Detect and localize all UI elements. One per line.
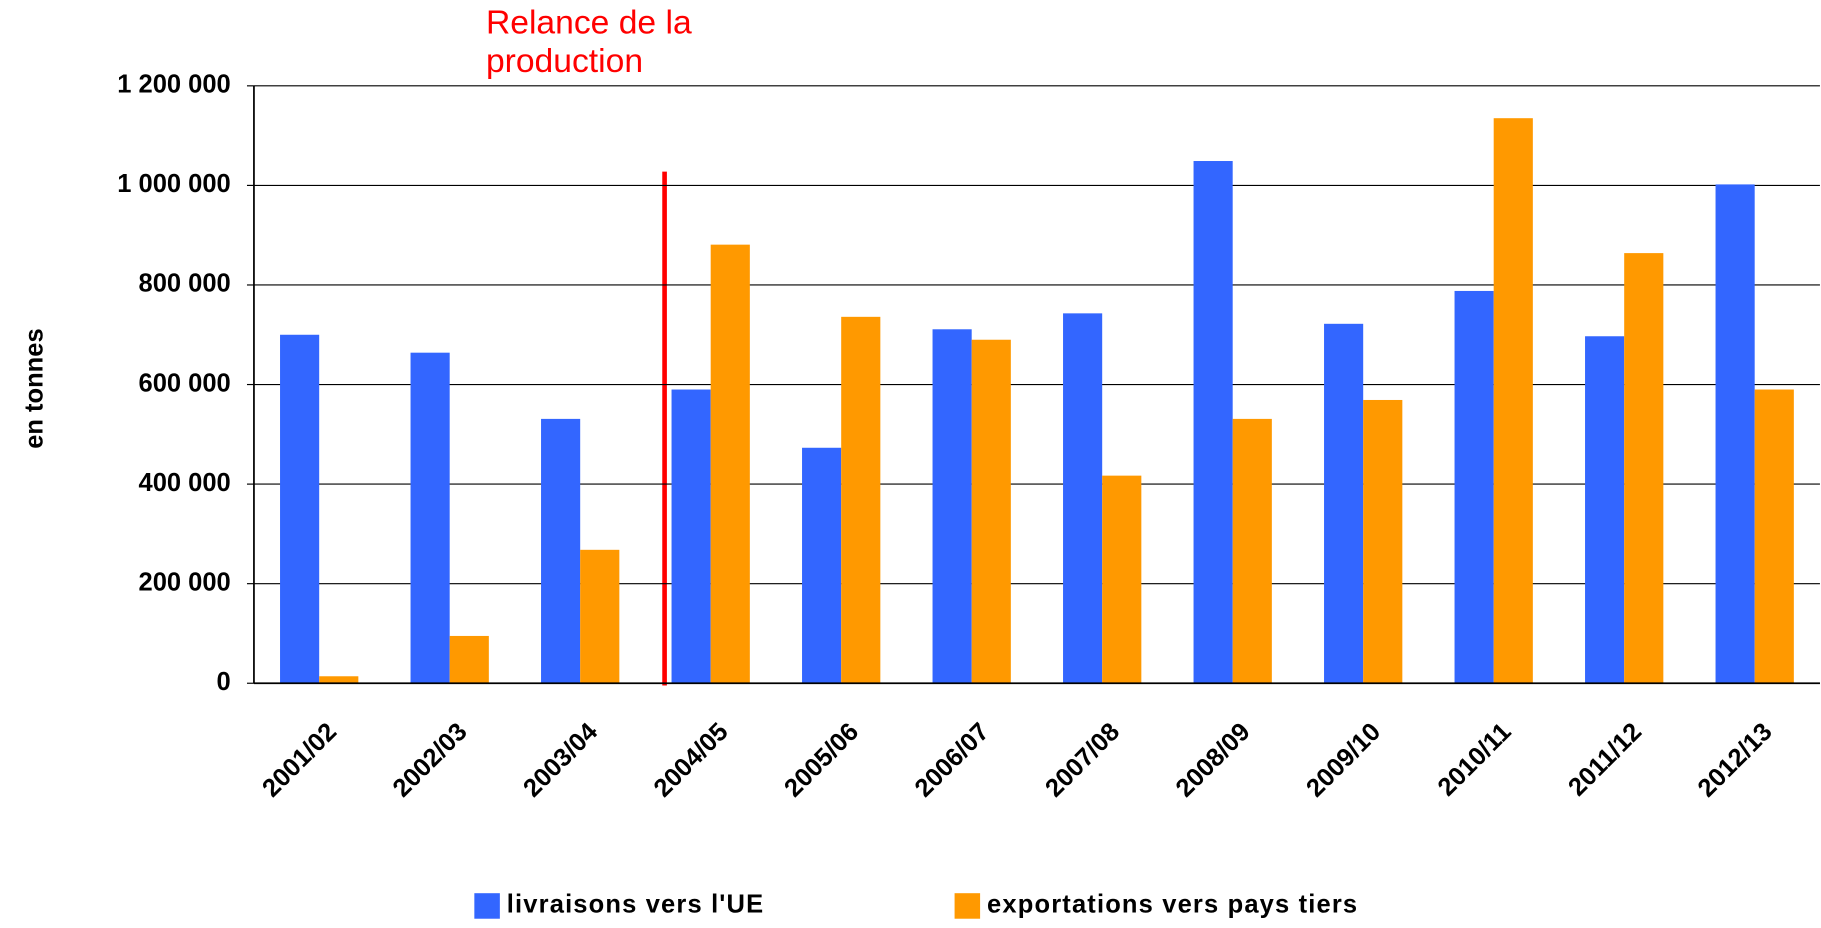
bar	[1493, 118, 1533, 684]
x-tick-label: 2005/06	[779, 718, 864, 803]
bar	[319, 676, 359, 684]
legend-swatch	[954, 893, 981, 919]
x-tick-label: 2002/03	[388, 718, 473, 803]
annotation: Relance de la production	[485, 4, 692, 81]
bar	[1624, 253, 1664, 684]
bar	[449, 635, 489, 684]
bar	[841, 316, 881, 684]
bar	[1063, 313, 1103, 684]
x-tick-label: 2004/05	[649, 718, 734, 803]
y-tick-label: 200 000	[139, 568, 231, 596]
x-tick-label: 2003/04	[518, 717, 604, 803]
bar	[280, 334, 320, 684]
legend-swatch	[474, 893, 500, 919]
x-tick-label: 2001/02	[257, 718, 342, 803]
bar	[1754, 389, 1794, 684]
bar	[1102, 475, 1142, 684]
x-tick-label: 2010/11	[1433, 718, 1517, 802]
bar	[580, 549, 620, 684]
y-tick-label: 1 200 000	[117, 71, 230, 99]
bar	[710, 244, 750, 684]
legend-label: exportations vers pays tiers	[987, 891, 1358, 919]
bar	[1363, 399, 1403, 684]
bar	[971, 339, 1011, 684]
x-tick-label: 2007/08	[1040, 718, 1125, 803]
y-tick-label: 400 000	[139, 469, 231, 497]
y-tick-label: 0	[217, 668, 231, 696]
x-tick-label: 2009/10	[1301, 718, 1386, 803]
bar	[1193, 161, 1233, 684]
annotation-box: Relance de la production	[485, 4, 692, 81]
bar	[1715, 184, 1755, 684]
bar	[932, 329, 972, 684]
bar	[671, 389, 711, 684]
bar	[1454, 290, 1494, 684]
y-tick-label: 800 000	[139, 270, 231, 298]
y-axis-label: en tonnes	[21, 328, 49, 448]
x-tick-label: 2012/13	[1693, 718, 1778, 803]
bar	[541, 418, 581, 684]
y-tick-label: 600 000	[139, 369, 231, 397]
bar	[1232, 418, 1272, 684]
y-tick-label: 1 000 000	[117, 170, 230, 198]
bar	[410, 352, 450, 684]
bar	[1324, 323, 1364, 684]
x-tick-label: 2006/07	[910, 718, 995, 803]
x-tick-label: 2011/12	[1563, 718, 1647, 802]
bar	[802, 447, 842, 684]
bar	[1585, 336, 1625, 684]
x-tick-label: 2008/09	[1171, 718, 1256, 803]
legend-label: livraisons vers l'UE	[507, 891, 764, 919]
